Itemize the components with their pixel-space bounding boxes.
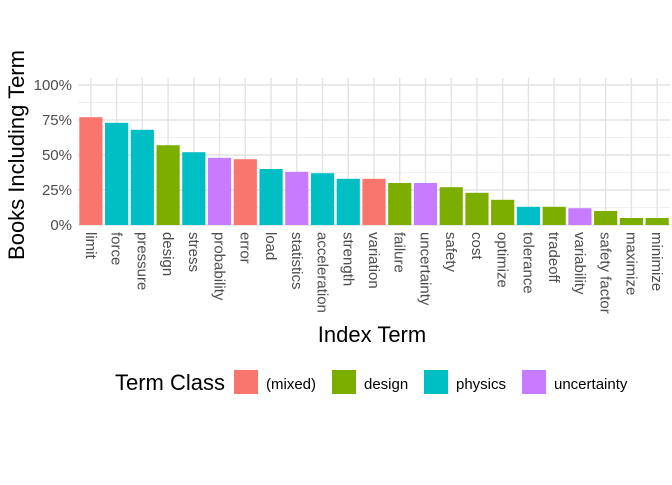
x-tick-label: maximize: [622, 232, 639, 295]
legend-label: (mixed): [266, 376, 316, 393]
bar: [285, 171, 309, 225]
bar: [156, 145, 180, 225]
bar: [182, 152, 206, 225]
bar: [516, 206, 541, 225]
x-tick-label: pressure: [133, 232, 150, 290]
legend-label: uncertainty: [554, 376, 628, 393]
bar: [439, 187, 463, 225]
bar: [388, 183, 412, 225]
bar: [619, 218, 643, 225]
bar: [130, 129, 154, 225]
x-tick-label: uncertainty: [416, 232, 433, 306]
y-tick-label: 75%: [42, 112, 72, 129]
x-tick-label: failure: [391, 232, 408, 273]
legend-key: [234, 370, 258, 394]
y-tick-label: 25%: [42, 182, 72, 199]
x-tick-label: safety factor: [597, 232, 614, 314]
bar: [465, 192, 489, 225]
x-tick-label: acceleration: [314, 232, 331, 313]
legend-key: [332, 370, 356, 394]
y-tick-labels: 0% 25% 50% 75% 100%: [34, 77, 72, 234]
x-tick-label: design: [159, 232, 176, 276]
bar: [336, 178, 360, 225]
x-tick-label: error: [236, 232, 253, 264]
x-axis-title: Index Term: [318, 322, 426, 347]
x-tick-label: variability: [571, 232, 588, 295]
y-tick-label: 50%: [42, 147, 72, 164]
legend: Term Class (mixed) design physics uncertain…: [115, 370, 628, 395]
legend-items: (mixed) design physics uncertainty: [234, 370, 628, 394]
x-tick-label: tradeoff: [545, 232, 562, 283]
x-tick-label: optimize: [494, 232, 511, 288]
x-tick-label: strength: [339, 232, 356, 286]
x-tick-label: safety: [442, 232, 459, 273]
x-tick-label: minimize: [648, 232, 665, 291]
bar: [542, 206, 566, 225]
legend-label: design: [364, 376, 408, 393]
bar: [568, 208, 592, 225]
bar: [645, 218, 669, 225]
bar: [413, 183, 438, 225]
legend-key: [424, 370, 448, 394]
bars: [79, 117, 669, 225]
y-tick-label: 0%: [50, 217, 72, 234]
x-tick-labels: limit force pressure design stress probabilit…: [82, 232, 665, 314]
x-tick-label: statistics: [288, 232, 305, 290]
legend-label: physics: [456, 376, 506, 393]
x-tick-label: load: [262, 232, 279, 260]
y-tick-label: 100%: [34, 77, 72, 94]
x-tick-label: stress: [185, 232, 202, 272]
x-tick-label: variation: [365, 232, 382, 289]
x-tick-label: force: [108, 232, 125, 265]
bar: [491, 199, 515, 225]
bar: [362, 178, 386, 225]
x-tick-label: cost: [468, 232, 485, 260]
legend-key: [522, 370, 546, 394]
legend-title: Term Class: [115, 370, 225, 395]
bar: [259, 169, 283, 225]
bar: [105, 122, 129, 225]
bar: [310, 173, 335, 225]
y-axis-title: Books Including Term: [4, 50, 29, 260]
x-tick-label: limit: [82, 232, 99, 259]
bar: [79, 117, 103, 225]
x-tick-label: tolerance: [519, 232, 536, 294]
bar: [233, 159, 257, 225]
x-tick-label: probability: [211, 232, 228, 301]
bar: [207, 157, 232, 225]
bar: [594, 211, 618, 225]
